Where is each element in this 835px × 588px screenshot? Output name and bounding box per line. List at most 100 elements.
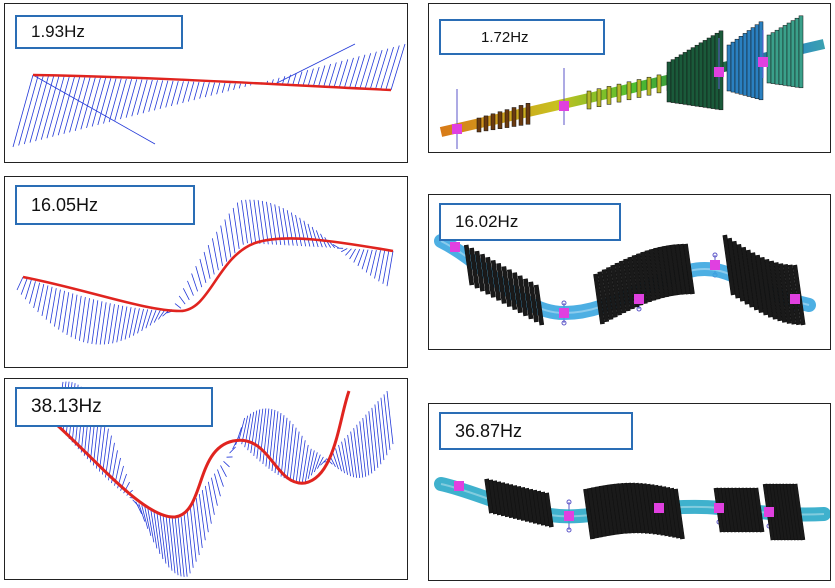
hatch-line: [227, 83, 231, 92]
hatch-line: [162, 310, 169, 317]
displacement-hatch: [12, 43, 406, 148]
hatch-line: [335, 448, 342, 472]
hatch-line: [356, 424, 364, 478]
hatch-line: [359, 53, 372, 89]
blade-row: [666, 244, 678, 296]
hatch-line: [37, 284, 45, 313]
hatch-line: [148, 80, 158, 112]
bearing: [559, 101, 569, 111]
hatch-line: [245, 199, 253, 244]
hatch-line: [170, 80, 179, 107]
blade-row: [618, 260, 631, 312]
frequency-label-box: 1.93Hz: [15, 15, 183, 49]
hatch-line: [70, 294, 78, 338]
hatch-line: [229, 446, 236, 454]
hatch-line: [154, 80, 164, 111]
hatch-line: [74, 295, 82, 340]
hatch-line: [108, 78, 122, 123]
hatch-line: [41, 285, 49, 317]
hatch-line: [361, 249, 369, 270]
hatch-line: [158, 310, 165, 320]
hatch-line: [235, 427, 243, 446]
blade-row: [759, 256, 773, 318]
hatch-line: [256, 408, 264, 459]
hatch-line: [103, 78, 117, 124]
hatch-line: [289, 427, 297, 481]
hatch-line: [210, 82, 215, 96]
hatch-line: [297, 71, 303, 87]
hatch-line: [24, 279, 32, 300]
hatch-line: [195, 266, 203, 288]
hatch-line: [216, 231, 223, 266]
blade-row: [497, 111, 503, 129]
blade-row: [601, 269, 614, 320]
hatch-line: [137, 308, 144, 334]
wireframe-mode-shape-1: [12, 43, 406, 148]
hatch-line: [304, 448, 312, 483]
blade-row: [596, 88, 602, 107]
bearing: [454, 481, 464, 491]
shaft-deflection-curve: [55, 390, 351, 519]
hatch-line: [199, 258, 207, 283]
hatch-line: [112, 304, 120, 344]
hatch-line: [49, 288, 57, 324]
hatch-line: [228, 213, 236, 254]
blade-row: [778, 27, 784, 86]
hatch-line: [290, 212, 298, 246]
hatch-line: [353, 428, 361, 478]
hatch-line: [153, 310, 161, 323]
hatch-line: [365, 249, 373, 273]
hatch-line: [307, 223, 315, 247]
hatch-line: [212, 238, 219, 271]
blade-row: [525, 103, 531, 125]
blade-row: [670, 244, 682, 296]
hatch-line: [386, 250, 394, 287]
hatch-line: [176, 81, 184, 105]
hatch-line: [171, 516, 179, 576]
hatch-line: [390, 43, 406, 91]
hatch-line: [295, 215, 302, 247]
hatch-line: [52, 76, 70, 137]
hatch-line: [97, 78, 112, 126]
hatch-line: [141, 505, 149, 529]
hatch-line: [241, 200, 248, 244]
frequency-label: 1.93Hz: [31, 22, 85, 41]
hatch-line: [128, 307, 136, 338]
hatch-line: [162, 514, 170, 568]
bearing: [452, 124, 462, 134]
hatch-line: [98, 422, 106, 472]
blade-row: [614, 262, 627, 314]
hatch-line: [204, 82, 210, 98]
hatch-line: [80, 77, 96, 130]
hatch-line: [383, 394, 391, 450]
hatch-line: [108, 304, 115, 345]
blade-row: [483, 115, 489, 132]
hatch-line: [347, 434, 355, 478]
hatch-line: [91, 77, 107, 127]
hatch-line: [66, 293, 74, 335]
hatch-line: [187, 81, 195, 102]
hatch-line: [320, 459, 327, 466]
blade-row: [528, 281, 539, 323]
hatch-line: [149, 309, 157, 326]
hatch-line: [338, 59, 349, 88]
hatch-line: [137, 79, 148, 115]
hatch-line: [354, 54, 366, 89]
blade-row: [773, 262, 787, 323]
blade-row: [593, 273, 605, 325]
blade-row: [644, 250, 657, 301]
displacement-hatch: [16, 199, 394, 345]
hatch-line: [207, 481, 215, 515]
hatch-line: [12, 74, 34, 148]
blade-row: [657, 246, 670, 298]
bearing: [450, 242, 460, 252]
blade-row: [506, 269, 518, 311]
blade-row: [670, 59, 676, 103]
hatch-line: [18, 75, 39, 146]
bearing: [634, 294, 644, 304]
blade-row: [666, 61, 672, 103]
hatch-line: [244, 83, 247, 88]
hatch-line: [191, 273, 198, 292]
blade-row: [485, 256, 496, 298]
hatch-line: [147, 508, 155, 543]
